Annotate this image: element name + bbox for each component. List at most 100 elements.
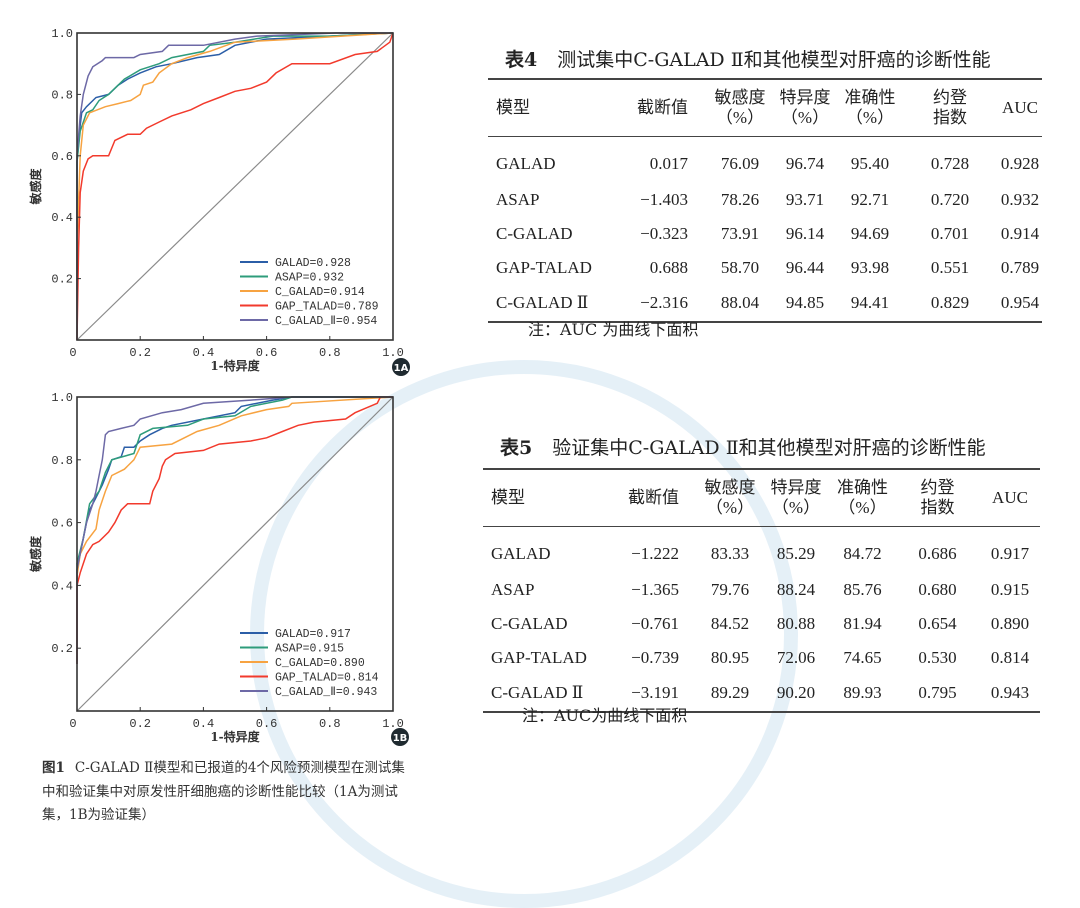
table-cell: 0.720 xyxy=(930,190,970,209)
table-title-text: 测试集中C-GALAD Ⅱ和其他模型对肝癌的诊断性能 xyxy=(557,49,991,71)
column-header: AUC xyxy=(980,469,1040,527)
column-header: 模型 xyxy=(488,79,610,137)
x-axis-label: 1-特异度 xyxy=(210,729,260,744)
panel-label: 1A xyxy=(394,363,409,374)
roc-curve-series-0 xyxy=(76,396,393,664)
roc-curve-series-1 xyxy=(76,396,393,664)
x-tick-label: 0.8 xyxy=(319,717,341,731)
header-text: 模型 xyxy=(491,488,525,507)
roc-curve-series-4 xyxy=(76,396,393,664)
table-cell: 0.688 xyxy=(649,258,688,277)
table-note: 注：AUC为曲线下面积 xyxy=(522,706,688,725)
y-axis-label: 敏感度 xyxy=(28,535,43,573)
header-text: 准确性 xyxy=(837,478,888,497)
header-text: 截断值 xyxy=(637,98,688,117)
table-cell: 0.017 xyxy=(649,154,688,173)
table-title-text: 验证集中C-GALAD Ⅱ和其他模型对肝癌的诊断性能 xyxy=(552,437,986,459)
legend-label: GAP_TALAD=0.814 xyxy=(275,672,379,685)
table-cell: C-GALAD xyxy=(491,614,568,633)
table-row: ASAP −1.365 79.76 88.24 85.76 0.680 0.915 xyxy=(483,573,1040,607)
y-tick-label: 1.0 xyxy=(51,27,73,41)
legend-label: ASAP=0.932 xyxy=(275,272,344,285)
table-row: C-GALAD Ⅱ −2.316 88.04 94.85 94.41 0.829 0.954 xyxy=(488,285,1042,322)
column-header: 准确性 （%） xyxy=(838,79,902,137)
roc-chart-1A: 0 0.2 0.4 0.6 0.8 1.0 0.2 0.4 0.6 0.8 1.0 1-特异度 敏感度 G… xyxy=(28,27,410,376)
reference-diagonal xyxy=(76,32,394,341)
header-text: 敏感度 xyxy=(704,478,756,497)
panel-label: 1B xyxy=(393,733,408,744)
table-cell: 0.680 xyxy=(918,580,957,599)
header-text: （%） xyxy=(845,108,895,127)
table-cell: 94.69 xyxy=(850,224,890,243)
table-cell: −1.365 xyxy=(631,580,679,599)
x-tick-label: 0.8 xyxy=(319,346,341,360)
table-cell: 0.943 xyxy=(990,683,1030,702)
x-tick-label: 0.4 xyxy=(193,717,215,731)
table-cell: 89.29 xyxy=(710,683,750,702)
table-cell: 0.654 xyxy=(918,614,957,633)
figure-label: 图1 xyxy=(42,760,65,776)
table-cell: 79.76 xyxy=(710,580,750,599)
column-header: AUC xyxy=(998,79,1042,137)
y-axis-label: 敏感度 xyxy=(28,168,43,206)
table-cell: 73.91 xyxy=(720,224,760,243)
x-tick-label: 0.4 xyxy=(193,346,215,360)
table-cell: 93.71 xyxy=(785,190,825,209)
legend-label: GALAD=0.917 xyxy=(275,628,351,641)
table-cell: 85.29 xyxy=(776,544,816,563)
table-cell: 0.530 xyxy=(918,648,957,667)
table-row: ASAP −1.403 78.26 93.71 92.71 0.720 0.932 xyxy=(488,183,1042,217)
column-header: 约登 指数 xyxy=(895,469,980,527)
y-tick-label: 0.6 xyxy=(51,150,73,164)
roc-figure: 0 0.2 0.4 0.6 0.8 1.00.20.40.60.81.01-特异度敏感度G… xyxy=(28,27,410,746)
table-cell: 0.814 xyxy=(990,648,1030,667)
panel-badge xyxy=(392,358,410,376)
x-tick-label: 0 xyxy=(69,717,76,731)
panel-badge xyxy=(391,728,409,746)
column-header: 约登 指数 xyxy=(902,79,998,137)
plot-frame xyxy=(76,396,394,712)
y-tick-label: 0.4 xyxy=(51,211,73,225)
x-tick-label: 1.0 xyxy=(382,717,404,731)
table-cell: C-GALAD Ⅱ xyxy=(491,683,584,702)
table-cell: 0.890 xyxy=(990,614,1030,633)
header-text: （%） xyxy=(771,498,821,517)
x-axis-label: 1-特异度 xyxy=(210,358,260,373)
column-header: 特异度 （%） xyxy=(772,79,838,137)
x-tick-label: 0.6 xyxy=(256,346,278,360)
table-cell: 94.41 xyxy=(850,293,890,312)
header-text: 指数 xyxy=(933,108,967,127)
table-cell: 58.70 xyxy=(720,258,760,277)
table-cell: 93.98 xyxy=(850,258,890,277)
column-header: 截断值 xyxy=(600,469,698,527)
roc-curve-series-2 xyxy=(76,396,394,664)
header-text: 特异度 xyxy=(770,478,822,497)
table-cell: 76.09 xyxy=(720,154,760,173)
table-cell: GAP-TALAD xyxy=(491,648,587,667)
x-tick-label: 0.2 xyxy=(129,717,151,731)
table-cell: 89.93 xyxy=(843,683,882,702)
column-header: 敏感度 （%） xyxy=(708,79,772,137)
table-cell: GALAD xyxy=(491,544,551,563)
roc-curve-series-2 xyxy=(76,32,394,340)
table-cell: ASAP xyxy=(491,580,535,599)
table-cell: 92.71 xyxy=(850,190,890,209)
table-cell: 94.85 xyxy=(785,293,825,312)
roc-curve-series-4 xyxy=(76,32,393,340)
table-cell: 0.915 xyxy=(990,580,1030,599)
table-cell: 81.94 xyxy=(843,614,882,633)
table-cell: 72.06 xyxy=(776,648,816,667)
table-cell: 0.686 xyxy=(918,544,957,563)
table-cell: 84.72 xyxy=(843,544,882,563)
y-tick-label: 1.0 xyxy=(51,391,73,405)
header-text: AUC xyxy=(992,488,1028,507)
table-note: 注：AUC 为曲线下面积 xyxy=(528,320,699,339)
header-text: （%） xyxy=(838,498,887,517)
header-text: 模型 xyxy=(496,98,530,117)
table-cell: 88.24 xyxy=(776,580,816,599)
table-row: GALAD 0.017 76.09 96.74 95.40 0.728 0.928 xyxy=(488,137,1042,184)
table-cell: 78.26 xyxy=(720,190,760,209)
column-header: 准确性 （%） xyxy=(830,469,895,527)
table-cell: −1.403 xyxy=(640,190,688,209)
